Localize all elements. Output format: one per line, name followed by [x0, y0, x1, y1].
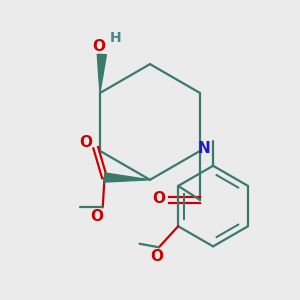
Polygon shape	[97, 54, 106, 93]
Text: N: N	[198, 141, 211, 156]
Text: H: H	[109, 31, 121, 45]
Text: O: O	[92, 39, 105, 54]
Text: O: O	[152, 191, 165, 206]
Text: O: O	[90, 208, 103, 224]
Polygon shape	[104, 173, 150, 182]
Text: O: O	[80, 135, 92, 150]
Text: O: O	[151, 248, 164, 263]
